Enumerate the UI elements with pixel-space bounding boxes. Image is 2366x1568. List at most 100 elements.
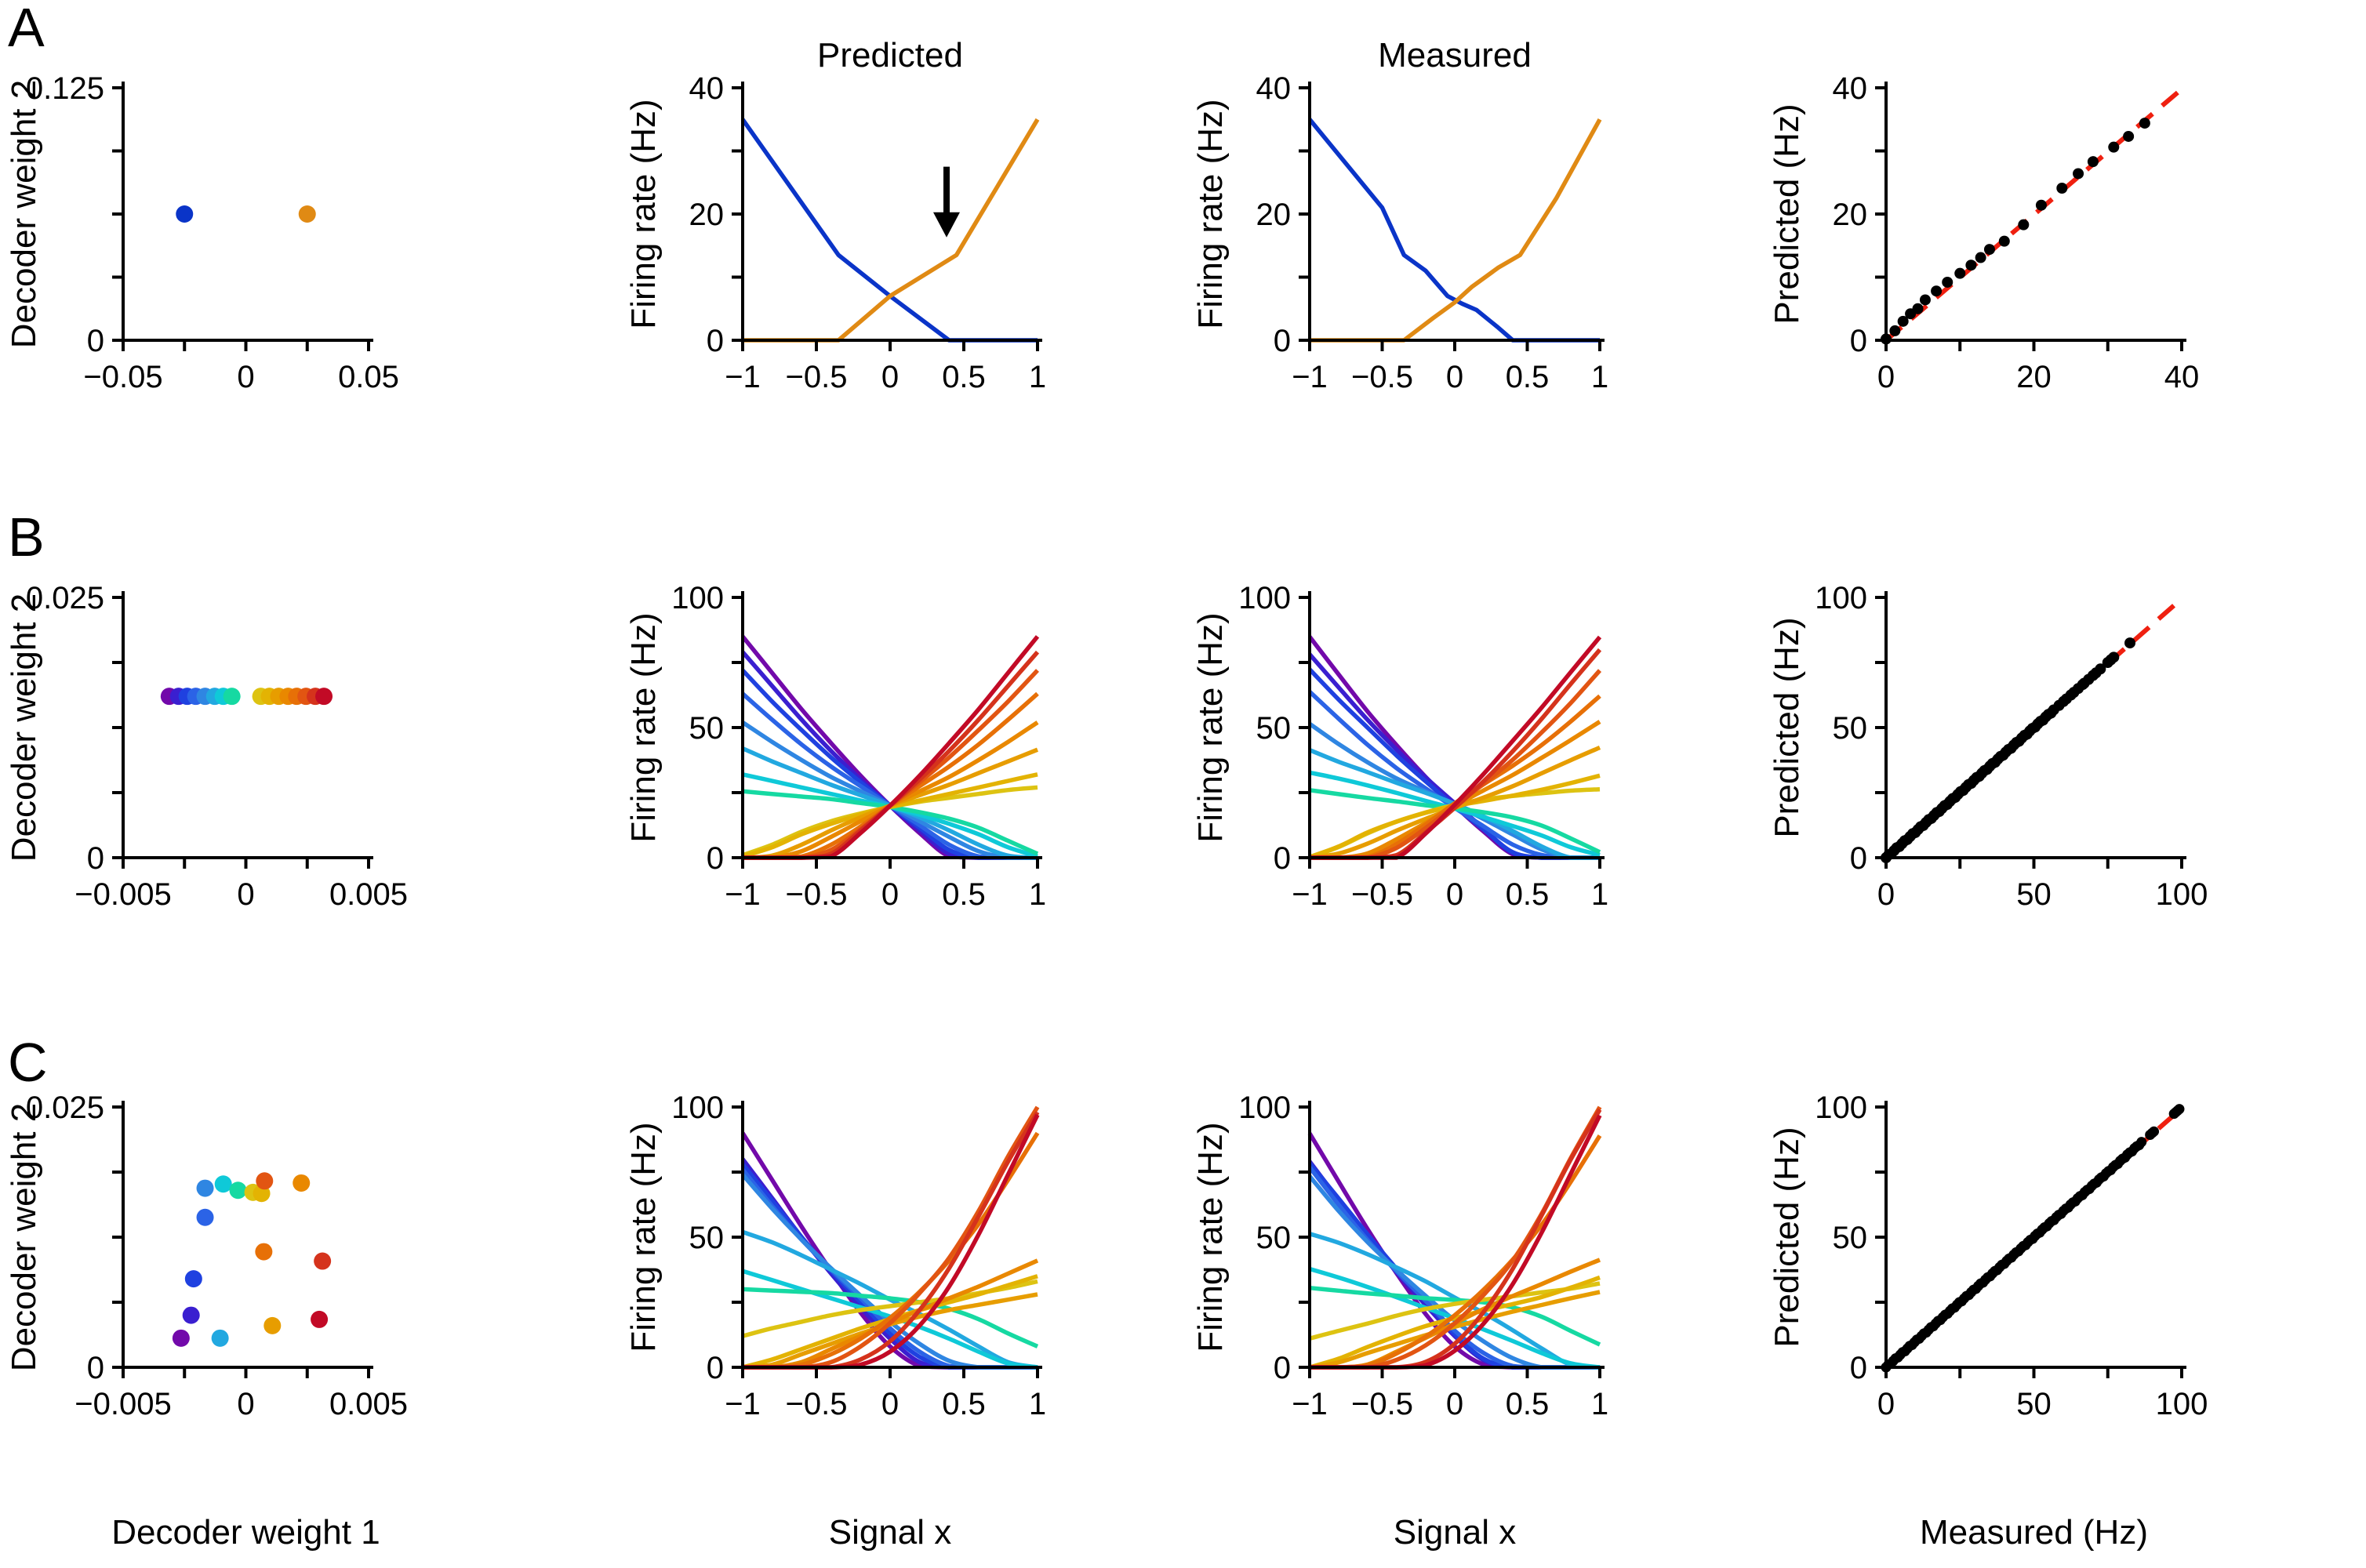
y-tick-label: 0.025 <box>26 581 104 615</box>
x-tick-label: 0.5 <box>942 877 986 912</box>
y-tick-label: 50 <box>689 1221 725 1255</box>
y-axis-label: Firing rate (Hz) <box>1191 99 1230 328</box>
x-tick-label: 0 <box>1446 877 1463 912</box>
x-tick-label: −1 <box>725 1387 761 1421</box>
neuron-weight-point <box>293 1174 311 1192</box>
data-point <box>2056 182 2068 194</box>
y-tick-label: 0 <box>707 841 724 876</box>
x-tick-label: 0 <box>237 1387 254 1421</box>
y-tick-label: 0.125 <box>26 71 104 106</box>
data-point <box>2124 637 2136 649</box>
x-tick-label: −0.5 <box>786 877 848 912</box>
y-tick-label: 0 <box>1274 841 1291 876</box>
y-axis-label: Decoder weight 2 <box>5 1103 43 1371</box>
x-tick-label: 0 <box>881 877 899 912</box>
y-tick-label: 0 <box>1850 1351 1867 1385</box>
tuning-curve <box>742 789 1039 856</box>
y-tick-label: 20 <box>1256 198 1292 232</box>
y-tick-label: 0 <box>1850 324 1867 358</box>
data-point <box>2035 199 2047 211</box>
data-point <box>2123 130 2135 142</box>
tuning-curve <box>742 785 1038 858</box>
y-tick-label: 100 <box>1238 1091 1291 1125</box>
x-axis-label: Signal x <box>829 1513 952 1552</box>
x-axis-label: Signal x <box>1394 1513 1517 1552</box>
y-tick-label: 100 <box>1238 581 1291 615</box>
data-point <box>2087 156 2099 168</box>
tuning-curve <box>1309 1275 1601 1370</box>
y-tick-label: 100 <box>671 1091 724 1125</box>
data-point <box>1942 276 1953 288</box>
data-point <box>2136 1137 2147 1148</box>
x-tick-label: 0 <box>1877 360 1895 394</box>
x-tick-label: −0.005 <box>75 877 171 912</box>
panel-c4: 0 50 100 0 50 100 Predicted (Hz) Measured (Hz) <box>1768 1091 2208 1552</box>
data-point <box>2174 1104 2185 1115</box>
tuning-curve <box>743 650 1040 860</box>
neuron-weight-point <box>196 1179 214 1197</box>
data-point <box>2108 652 2120 663</box>
tuning-curve <box>1310 118 1602 343</box>
y-tick-label: 50 <box>1256 1221 1292 1255</box>
neuron-weight-point <box>311 1310 329 1328</box>
x-tick-label: 0.5 <box>1506 1387 1550 1421</box>
y-axis-label: Firing rate (Hz) <box>624 1122 663 1352</box>
tuning-curve <box>1309 1232 1601 1370</box>
x-tick-label: −0.5 <box>786 360 848 394</box>
y-axis-label: Firing rate (Hz) <box>624 99 663 328</box>
neuron-weight-point <box>184 1270 202 1288</box>
tuning-curve <box>1309 1281 1601 1341</box>
x-tick-label: 1 <box>1591 360 1608 394</box>
x-tick-label: 0.5 <box>942 1387 986 1421</box>
x-tick-label: −0.05 <box>83 360 162 394</box>
y-tick-label: 0 <box>87 324 104 358</box>
panel-a2: −1 −0.5 0 0.5 1 0 20 40 Firing rate (Hz) Predicte… <box>624 36 1046 394</box>
y-axis-label: Firing rate (Hz) <box>1191 612 1230 842</box>
x-tick-label: 40 <box>2164 360 2200 394</box>
x-tick-label: 0.005 <box>329 1387 408 1421</box>
y-tick-label: 0 <box>1274 1351 1291 1385</box>
panel-a4: 0 20 40 0 20 40 Predicted (Hz) <box>1768 71 2199 394</box>
x-tick-label: −0.5 <box>1351 1387 1413 1421</box>
y-axis-label: Decoder weight 2 <box>5 80 43 348</box>
y-tick-label: 20 <box>689 198 725 232</box>
data-point <box>1919 294 1931 306</box>
data-point <box>2149 1126 2160 1137</box>
y-tick-label: 40 <box>1256 71 1292 106</box>
x-tick-label: −1 <box>1292 877 1328 912</box>
panel-title: Measured <box>1378 36 1532 74</box>
y-axis-label: Predicted (Hz) <box>1768 1127 1806 1347</box>
x-tick-label: −0.005 <box>75 1387 171 1421</box>
data-point <box>2018 219 2030 230</box>
y-tick-label: 100 <box>1815 1091 1867 1125</box>
data-point <box>2073 168 2084 180</box>
y-tick-label: 0 <box>87 841 104 876</box>
tuning-curve <box>1309 773 1601 859</box>
x-tick-label: 1 <box>1591 877 1608 912</box>
tuning-curve <box>742 772 1038 858</box>
tuning-curve <box>742 1287 1039 1348</box>
x-tick-label: 0 <box>237 360 254 394</box>
x-axis-label: Decoder weight 1 <box>111 1513 380 1552</box>
x-tick-label: 1 <box>1029 1387 1046 1421</box>
neuron-weight-point <box>223 688 241 706</box>
x-tick-label: 0 <box>1877 877 1895 912</box>
x-tick-label: 1 <box>1591 1387 1608 1421</box>
neuron-weight-point <box>176 205 194 223</box>
neuron-weight-point <box>211 1329 229 1347</box>
x-tick-label: 0 <box>237 877 254 912</box>
panel-label-c: C <box>8 1032 48 1093</box>
panel-title: Predicted <box>817 36 963 74</box>
y-tick-label: 0 <box>1274 324 1291 358</box>
x-tick-label: 0.5 <box>1506 877 1550 912</box>
data-point <box>2139 118 2150 129</box>
x-tick-label: 0.05 <box>338 360 399 394</box>
tuning-curve <box>743 118 1040 343</box>
neuron-weight-point <box>172 1329 190 1347</box>
y-axis-label: Predicted (Hz) <box>1768 617 1806 837</box>
